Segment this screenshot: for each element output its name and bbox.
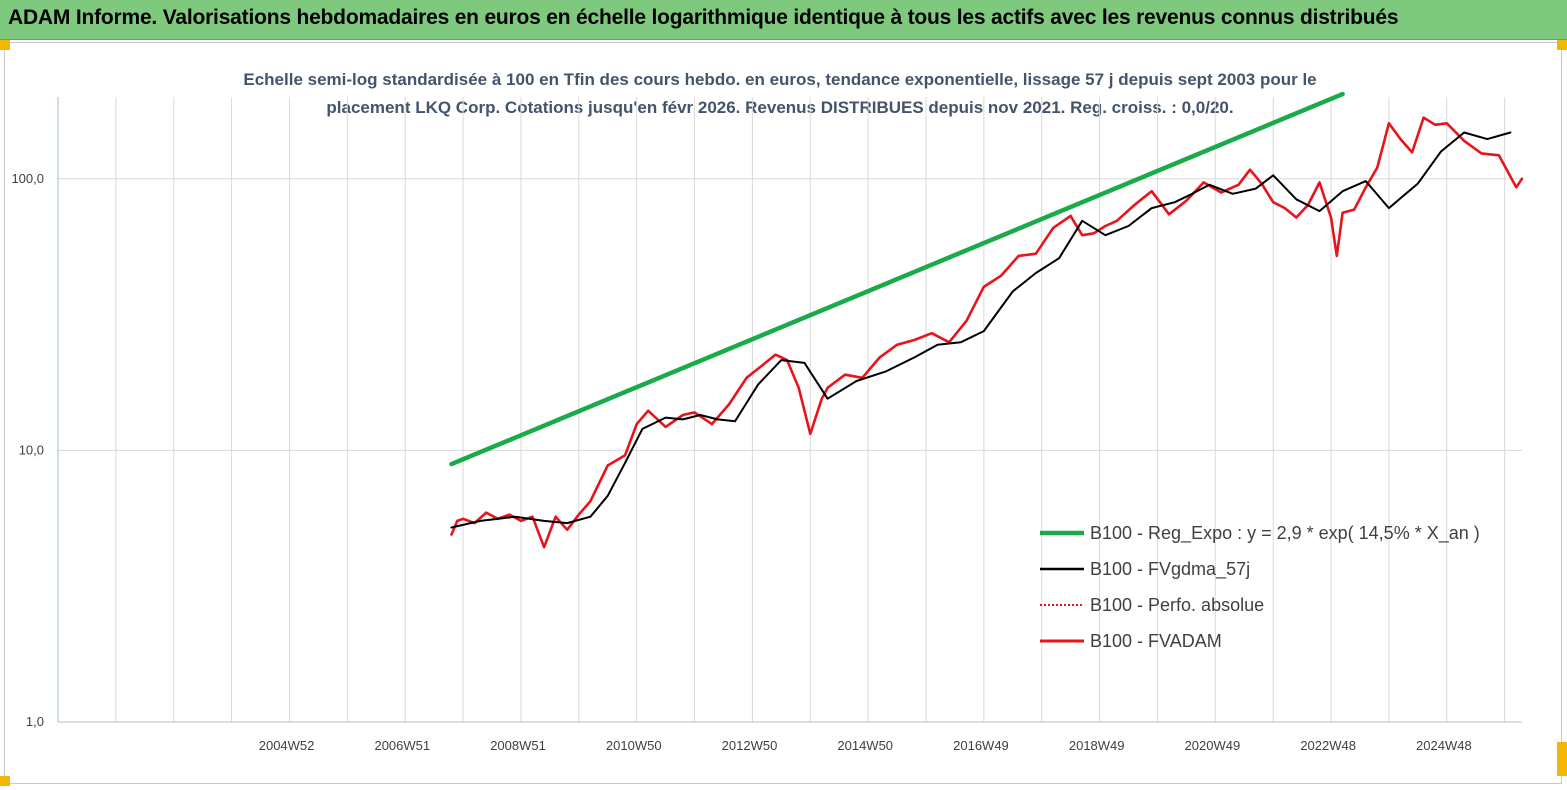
legend-label-perfo: B100 - Perfo. absolue <box>1090 595 1264 615</box>
legend-label-regression: B100 - Reg_Expo : y = 2,9 * exp( 14,5% *… <box>1090 523 1480 544</box>
y-tick-label: 1,0 <box>26 714 44 729</box>
report-title: ADAM Informe. Valorisations hebdomadaire… <box>8 6 1399 29</box>
chart-frame <box>4 42 1562 784</box>
x-tick-label: 2012W50 <box>722 738 778 753</box>
y-tick-label: 100,0 <box>11 171 44 186</box>
chart-subtitle-line-2: placement LKQ Corp. Cotations jusqu'en f… <box>326 98 1234 117</box>
frame-corner-marker <box>1557 40 1567 50</box>
x-tick-label: 2006W51 <box>374 738 430 753</box>
series-line-fvadam <box>450 116 1524 549</box>
frame-corner-marker <box>0 40 10 50</box>
x-tick-label: 2004W52 <box>259 738 315 753</box>
x-tick-label: 2020W49 <box>1185 738 1241 753</box>
x-tick-label: 2024W48 <box>1416 738 1472 753</box>
y-tick-label: 10,0 <box>19 442 44 457</box>
x-tick-label: 2014W50 <box>837 738 893 753</box>
series-line-fvgdma <box>450 131 1512 529</box>
x-tick-label: 2010W50 <box>606 738 662 753</box>
legend-label-fvadam: B100 - FVADAM <box>1090 631 1222 651</box>
chart-subtitle-line-1: Echelle semi-log standardisée à 100 en T… <box>243 70 1317 89</box>
frame-corner-marker <box>1557 742 1567 776</box>
x-tick-label: 2018W49 <box>1069 738 1125 753</box>
series-line-regression <box>449 91 1345 467</box>
x-tick-label: 2016W49 <box>953 738 1009 753</box>
legend-label-fvgdma: B100 - FVgdma_57j <box>1090 559 1250 580</box>
x-tick-label: 2022W48 <box>1300 738 1356 753</box>
header-banner: ADAM Informe. Valorisations hebdomadaire… <box>0 0 1567 40</box>
frame-corner-marker <box>0 776 10 786</box>
x-tick-label: 2008W51 <box>490 738 546 753</box>
